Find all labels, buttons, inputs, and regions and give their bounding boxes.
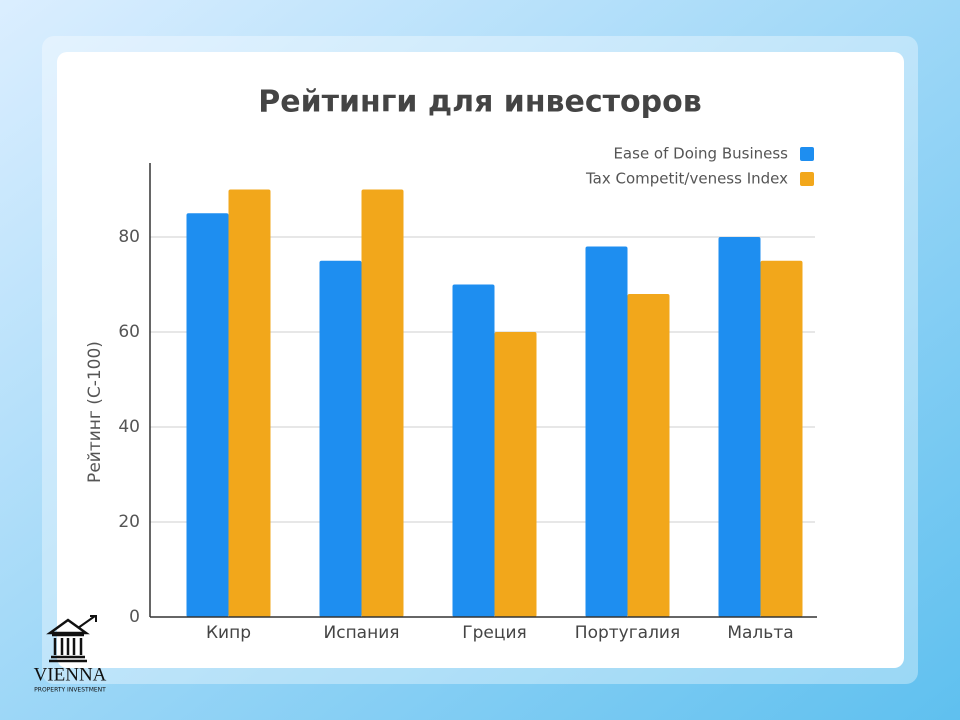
logo-name: VIENNA	[34, 664, 107, 685]
y-tick-label: 20	[118, 512, 140, 532]
x-tick-label: Мальта	[727, 623, 793, 643]
x-tick-label: Испания	[324, 623, 400, 643]
bar	[186, 213, 229, 617]
legend-label: Ease of Doing Business	[613, 145, 788, 163]
x-tick-label: Португалия	[575, 623, 680, 643]
y-tick-label: 60	[118, 322, 140, 342]
bar	[760, 260, 803, 617]
logo-arrow	[77, 615, 97, 629]
y-tick-label: 40	[118, 417, 140, 437]
y-tick-label: 80	[118, 227, 140, 247]
bar	[319, 260, 362, 617]
logo-tagline: PROPERTY INVESTMENT	[34, 687, 106, 694]
legend-swatch	[800, 172, 814, 186]
bar	[585, 246, 628, 617]
x-tick-label: Греция	[462, 623, 526, 643]
bar	[228, 189, 271, 617]
legend-swatch	[800, 147, 814, 161]
y-tick-label: 0	[129, 607, 140, 627]
bar	[452, 284, 495, 617]
x-tick-label: Кипр	[206, 623, 251, 643]
plot: 0 20 40 60 80 Кипр Испания Греция Португалия Маль…	[118, 145, 815, 643]
bar	[361, 189, 404, 617]
bar	[494, 332, 537, 617]
logo: VIENNA PROPERTY INVESTMENT	[34, 615, 107, 694]
chart-title: Рейтинги для инвесторов	[258, 85, 701, 120]
y-axis-label: Рейтинг (С-100)	[85, 341, 105, 483]
legend-label: Tax Competit/veness Index	[585, 170, 788, 188]
bar	[627, 294, 670, 617]
bar	[718, 237, 761, 617]
logo-icon	[46, 618, 90, 663]
